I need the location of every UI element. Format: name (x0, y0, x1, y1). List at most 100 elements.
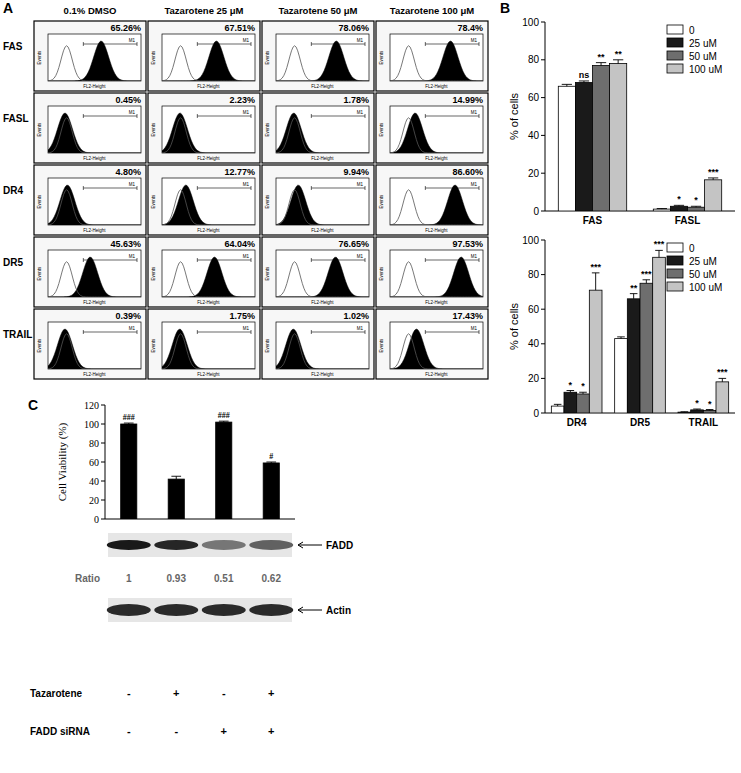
y-tick-label: 120 (84, 400, 99, 411)
y-tick (101, 500, 105, 501)
legend-swatch (667, 256, 683, 265)
stained-histogram (390, 113, 483, 153)
blot-band (249, 604, 293, 616)
isotype-histogram (48, 190, 141, 225)
y-tick (541, 309, 545, 310)
histogram-group (276, 329, 369, 369)
error-bar (681, 411, 689, 412)
y-tick-label: 100 (522, 235, 539, 246)
histogram-group (162, 257, 255, 297)
axis-label: Events (265, 122, 270, 137)
significance-label: * (708, 399, 712, 409)
percent-label: 64.04% (224, 239, 255, 249)
isotype-histogram (390, 334, 483, 369)
isotype-histogram (48, 334, 141, 369)
cell-frame (148, 21, 260, 91)
percent-label: 0.39% (115, 311, 141, 321)
histogram-group (276, 41, 369, 81)
y-tick-label: 0 (94, 514, 99, 525)
bar (589, 290, 602, 413)
y-tick (541, 22, 545, 23)
x-tick-label: DR4 (567, 417, 587, 428)
isotype-histogram (162, 190, 255, 225)
bar (640, 283, 653, 413)
cell-frame (148, 165, 260, 235)
legend-swatch (667, 25, 683, 34)
column-header: Tazarotene 50 μM (278, 5, 357, 16)
legend-label: 25 uM (689, 38, 717, 49)
axis-label: Events (379, 338, 384, 353)
axis-label: FL2-Height (425, 300, 448, 305)
treatment-sign: + (268, 687, 274, 699)
stained-histogram (162, 41, 255, 81)
isotype-histogram (48, 46, 141, 81)
error-bar (219, 421, 229, 423)
axis-label: Events (37, 338, 42, 353)
figure: ABC0.1% DMSOTazarotene 25 μMTazarotene 5… (0, 0, 741, 773)
band-label: FADD (326, 540, 353, 551)
bar (670, 206, 687, 211)
axis-label: Events (379, 194, 384, 209)
cell-frame (148, 93, 260, 163)
axis-label: FL2-Height (425, 84, 448, 89)
y-tick (101, 462, 105, 463)
gate-label: M1 (243, 254, 250, 259)
axis-label: FL2-Height (197, 84, 220, 89)
axis-label: FL2-Height (311, 156, 334, 161)
bars (121, 421, 280, 519)
stained-histogram (276, 185, 369, 225)
error-bar (708, 178, 718, 180)
y-tick-label: 60 (89, 457, 99, 468)
significance-label: ### (218, 411, 230, 420)
bar (678, 412, 691, 413)
row-label: DR5 (3, 257, 23, 268)
axis-label: FL2-Height (311, 228, 334, 233)
x-tick-label: DR5 (630, 417, 650, 428)
isotype-histogram (276, 334, 369, 369)
y-tick-label: 20 (89, 495, 99, 506)
axis-label: Events (37, 266, 42, 281)
gate-label: M1 (243, 182, 250, 187)
axis-label: Events (151, 338, 156, 353)
axis-label: Events (151, 266, 156, 281)
y-tick-label: 40 (528, 130, 540, 141)
cell-frame (34, 21, 146, 91)
histogram-group (162, 185, 255, 225)
gate-label: M1 (129, 182, 136, 187)
blot-band (107, 540, 151, 550)
bar (551, 406, 564, 413)
ratio-value: 0.62 (262, 573, 282, 584)
histogram-frame (162, 34, 255, 81)
legend-swatch (667, 269, 683, 278)
stained-histogram (162, 113, 255, 153)
histogram-frame (48, 106, 141, 153)
histogram-frame (390, 34, 483, 81)
ratio-value: 0.51 (214, 573, 234, 584)
significance-label: ** (598, 52, 606, 62)
percent-label: 67.51% (224, 23, 255, 33)
y-axis-label: Cell Viability (%) (56, 422, 69, 501)
histogram-frame (162, 178, 255, 225)
y-tick-label: 80 (528, 54, 540, 65)
stained-histogram (276, 257, 369, 297)
error-bar (657, 208, 667, 210)
bar (610, 64, 627, 211)
axis-label: FL2-Height (425, 228, 448, 233)
error-bar (124, 423, 134, 425)
axis-label: Events (265, 338, 270, 353)
histogram-group (48, 257, 141, 297)
error-bar (171, 476, 181, 479)
error-bar (579, 81, 589, 83)
cell-frame (34, 237, 146, 307)
legend-swatch (667, 243, 683, 252)
isotype-histogram (162, 262, 255, 297)
stained-histogram (390, 185, 483, 225)
panel-label: C (28, 397, 38, 413)
cell-frame (262, 309, 374, 379)
gate-label: M1 (129, 254, 136, 259)
axis-label: FL2-Height (83, 84, 106, 89)
y-tick (101, 424, 105, 425)
percent-label: 45.63% (110, 239, 141, 249)
error-bar (674, 205, 684, 207)
legend-label: 0 (689, 25, 695, 36)
